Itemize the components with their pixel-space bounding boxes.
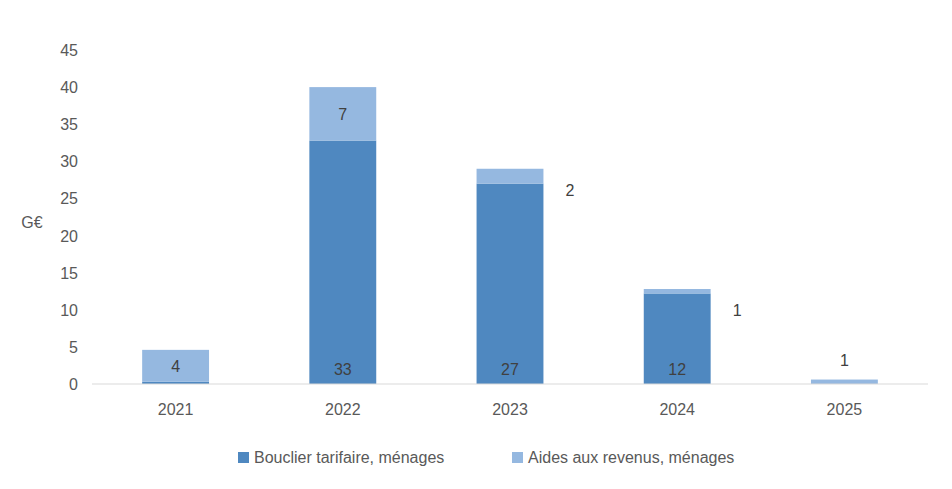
bar-segment xyxy=(142,350,209,382)
x-tick-label: 2023 xyxy=(492,401,528,418)
x-tick-label: 2021 xyxy=(158,401,194,418)
bar-segment xyxy=(644,293,711,384)
data-label: 33 xyxy=(334,361,352,378)
legend-label: Aides aux revenus, ménages xyxy=(528,449,734,466)
y-tick-label: 45 xyxy=(60,42,78,59)
legend-swatch xyxy=(238,452,249,463)
x-axis-line xyxy=(92,384,928,385)
y-tick-label: 10 xyxy=(60,302,78,319)
data-label: 1 xyxy=(733,302,742,319)
data-label: 7 xyxy=(338,106,347,123)
chart-svg: 051015202530354045G€33271247211202120222… xyxy=(0,0,952,489)
y-tick-label: 15 xyxy=(60,265,78,282)
x-tick-label: 2022 xyxy=(325,401,361,418)
bar-segment xyxy=(309,87,376,140)
data-label: 27 xyxy=(501,361,519,378)
bar-segment xyxy=(309,141,376,384)
chart-container: 051015202530354045G€33271247211202120222… xyxy=(0,0,952,489)
y-axis-label: G€ xyxy=(21,214,42,231)
data-label: 2 xyxy=(565,182,574,199)
y-tick-label: 0 xyxy=(69,376,78,393)
legend-swatch xyxy=(512,452,523,463)
y-tick-label: 40 xyxy=(60,79,78,96)
y-tick-label: 20 xyxy=(60,228,78,245)
y-tick-label: 25 xyxy=(60,190,78,207)
bar-segment xyxy=(477,184,544,384)
bar-segment xyxy=(811,380,878,384)
x-tick-label: 2024 xyxy=(659,401,695,418)
x-tick-label: 2025 xyxy=(827,401,863,418)
bars xyxy=(142,87,878,384)
bar-segment xyxy=(644,289,711,293)
data-label: 12 xyxy=(668,361,686,378)
y-tick-label: 30 xyxy=(60,153,78,170)
bar-segment xyxy=(477,169,544,184)
data-label: 4 xyxy=(171,358,180,375)
y-tick-label: 35 xyxy=(60,116,78,133)
data-label: 1 xyxy=(840,352,849,369)
legend-label: Bouclier tarifaire, ménages xyxy=(254,449,444,466)
y-tick-label: 5 xyxy=(69,339,78,356)
